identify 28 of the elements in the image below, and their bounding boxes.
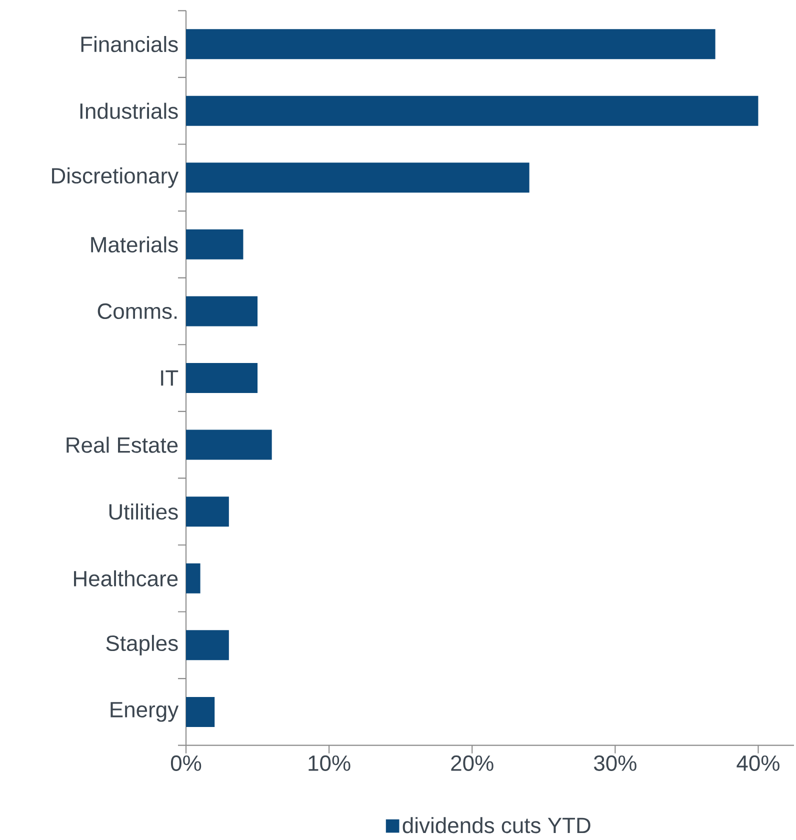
bar: [186, 29, 716, 60]
x-tick-label: 0%: [170, 755, 202, 771]
legend-label: dividends cuts YTD: [402, 817, 590, 834]
bar: [186, 696, 215, 727]
y-tick-label: Industrials: [80, 102, 178, 119]
y-tick-label: Healthcare: [74, 570, 178, 586]
y-tick-label: IT: [161, 370, 178, 386]
bar: [186, 96, 758, 126]
x-tick-label: 30%: [594, 755, 636, 771]
y-tick-label: Utilities: [109, 504, 178, 520]
y-tick-label: Financials: [81, 36, 178, 52]
bar: [186, 229, 244, 260]
y-tick-label: Real Estate: [66, 436, 178, 453]
x-tick-label: 20%: [451, 755, 494, 771]
x-tick-label: 10%: [308, 755, 350, 771]
bar: [186, 162, 530, 193]
bar: [186, 630, 229, 660]
bar: [186, 496, 229, 527]
y-tick-label: Staples: [106, 634, 178, 656]
y-tick-label: Materials: [91, 236, 178, 253]
bar: [186, 430, 272, 460]
x-tick-label: 40%: [736, 755, 780, 771]
bar: [186, 363, 258, 394]
bar: [186, 296, 258, 326]
y-tick-label: Comms.: [98, 303, 177, 320]
bar: [186, 563, 200, 594]
y-tick-label: Discretionary: [52, 167, 179, 188]
y-tick-label: Energy: [110, 702, 179, 722]
